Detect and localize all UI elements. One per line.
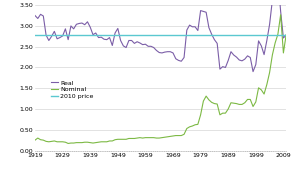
Real: [243, 58, 246, 60]
Real: [182, 56, 186, 58]
Nominal: [33, 139, 37, 141]
Nominal: [284, 34, 288, 36]
Real: [232, 54, 235, 56]
Nominal: [237, 103, 241, 106]
Real: [218, 68, 222, 70]
Nominal: [279, 14, 282, 16]
Nominal: [185, 128, 189, 130]
Line: Nominal: Nominal: [35, 15, 286, 143]
Real: [284, 34, 288, 36]
Nominal: [66, 142, 70, 144]
Nominal: [232, 102, 235, 104]
Nominal: [221, 112, 225, 114]
Nominal: [246, 98, 249, 101]
Real: [229, 51, 233, 53]
Legend: Real, Nominal, 2010 price: Real, Nominal, 2010 price: [48, 78, 96, 101]
Real: [33, 15, 37, 17]
Nominal: [235, 103, 238, 105]
Line: Real: Real: [35, 0, 286, 72]
Real: [251, 71, 255, 73]
Real: [235, 56, 238, 58]
